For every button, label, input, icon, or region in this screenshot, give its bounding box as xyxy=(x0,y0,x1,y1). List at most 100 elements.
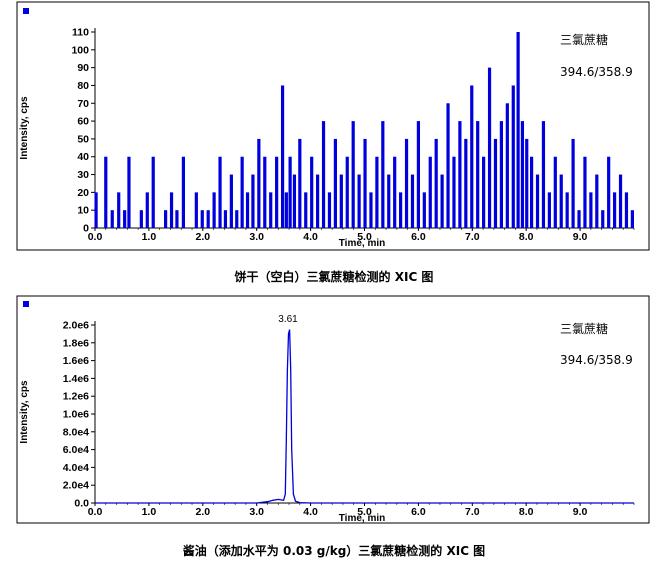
signal-bar xyxy=(212,192,216,228)
signal-bar xyxy=(541,121,546,228)
panel-2-frame xyxy=(16,295,650,524)
y-tick-label: 2.0e4 xyxy=(63,480,89,492)
signal-bar xyxy=(583,156,587,228)
x-tick-label: 0.0 xyxy=(88,506,103,518)
signal-bar xyxy=(387,174,391,228)
x-tick-label: 7.0 xyxy=(465,506,480,518)
signal-bar xyxy=(206,210,210,228)
signal-bar xyxy=(139,210,143,228)
signal-bar xyxy=(110,210,114,228)
signal-bar xyxy=(511,85,515,228)
panel-2-x-ticks: 0.0 1.0 2.0 3.0 4.0 5.0 6.0 7.0 8.0 9.0 xyxy=(88,503,635,518)
x-tick-label: 1.0 xyxy=(142,231,157,243)
panel-1-x-axis-label: Time, min xyxy=(339,238,386,249)
y-tick-label: 80 xyxy=(77,80,89,92)
y-tick-label: 30 xyxy=(77,169,89,181)
signal-bar xyxy=(464,138,468,228)
signal-bar xyxy=(595,174,599,228)
panel-1-series-marker xyxy=(23,8,29,14)
signal-bar xyxy=(145,192,149,228)
y-tick-label: 40 xyxy=(77,151,89,163)
panel-2-series-marker xyxy=(23,301,29,307)
signal-bar xyxy=(151,156,155,228)
panel-2-y-axis-label: Intensity, cps xyxy=(19,380,30,444)
y-tick-label: 4.0e4 xyxy=(63,462,89,474)
panel-1-x-ticks: 0.0 1.0 2.0 3.0 4.0 5.0 6.0 7.0 8.0 9.0 xyxy=(88,228,635,243)
y-tick-label: 6.0e4 xyxy=(63,444,89,456)
y-tick-label: 1.0e6 xyxy=(63,409,89,421)
signal-bar xyxy=(630,210,634,228)
x-tick-label: 4.0 xyxy=(303,231,318,243)
signal-bar xyxy=(458,121,462,228)
panel-1-plot-area xyxy=(94,28,634,229)
signal-bar xyxy=(194,192,198,228)
signal-bar xyxy=(218,156,222,228)
panel-1-transition-label: 394.6/358.9 xyxy=(560,65,633,79)
x-tick-label: 2.0 xyxy=(195,231,210,243)
x-tick-label: 4.0 xyxy=(303,506,318,518)
signal-bar xyxy=(434,138,438,228)
signal-bar xyxy=(624,192,629,228)
signal-bar xyxy=(428,156,432,228)
signal-bar xyxy=(422,192,426,228)
signal-bar xyxy=(327,192,332,228)
x-tick-label: 6.0 xyxy=(411,506,426,518)
panel-2-peak-label: 3.61 xyxy=(278,314,298,325)
x-tick-label: 5.0 xyxy=(357,231,372,243)
signal-bar xyxy=(535,174,540,228)
signal-bar xyxy=(393,156,397,228)
signal-bar xyxy=(589,192,593,228)
y-tick-label: 1.4e6 xyxy=(63,373,89,385)
y-tick-label: 0.0 xyxy=(74,498,89,510)
signal-bar xyxy=(470,85,474,228)
x-tick-label: 3.0 xyxy=(249,231,264,243)
signal-bar xyxy=(607,156,611,228)
signal-bar xyxy=(269,192,273,228)
signal-bar xyxy=(251,174,255,228)
signal-bar xyxy=(363,138,367,228)
panel-1-compound-label: 三氯蔗糖 xyxy=(560,32,608,47)
x-tick-label: 3.0 xyxy=(249,506,264,518)
signal-bar xyxy=(516,32,520,228)
signal-bar xyxy=(240,156,244,228)
signal-bar xyxy=(284,192,288,228)
signal-bar xyxy=(369,192,373,228)
y-tick-label: 50 xyxy=(77,133,89,145)
y-tick-label: 2.0e6 xyxy=(63,320,89,332)
y-tick-label: 0 xyxy=(83,223,89,235)
signal-bar xyxy=(304,192,308,228)
signal-bar xyxy=(493,138,498,228)
panel-2-compound-label: 三氯蔗糖 xyxy=(560,321,608,336)
signal-bar xyxy=(618,174,623,228)
x-tick-label: 7.0 xyxy=(465,231,480,243)
signal-bar xyxy=(229,174,233,228)
signal-bar xyxy=(612,192,617,228)
signal-bar xyxy=(525,138,529,228)
signal-bar xyxy=(310,156,314,228)
x-tick-label: 5.0 xyxy=(357,506,372,518)
signal-bar xyxy=(505,103,509,228)
y-tick-label: 70 xyxy=(77,98,89,110)
signal-bar xyxy=(410,174,415,228)
signal-bar xyxy=(288,156,292,228)
signal-bar xyxy=(565,192,569,228)
y-tick-label: 100 xyxy=(71,44,89,56)
signal-bar xyxy=(280,85,285,228)
y-tick-label: 1.8e6 xyxy=(63,337,89,349)
signal-bar xyxy=(381,121,385,228)
signal-bar xyxy=(127,156,131,228)
signal-bar xyxy=(357,174,361,228)
y-tick-label: 110 xyxy=(72,27,89,39)
signal-bar xyxy=(571,138,575,228)
signal-bar xyxy=(339,174,343,228)
signal-bar xyxy=(123,210,127,228)
panel-2-y-ticks: 0.0 2.0e4 4.0e4 6.0e4 8.0e4 1.0e6 1.2e6 1.4e6 1.… xyxy=(63,320,95,510)
panel-1-y-ticks: 0 10 20 30 40 50 60 70 80 90 100 110 xyxy=(71,27,95,235)
signal-bar xyxy=(345,156,349,228)
signal-bar xyxy=(499,121,504,228)
signal-bar xyxy=(553,156,557,228)
signal-bar xyxy=(292,174,297,228)
signal-bar xyxy=(547,192,551,228)
panel-2: Intensity, cps 0.0 1.0 2.0 3.0 4.0 5.0 6.0 7.0 8… xyxy=(16,295,650,524)
